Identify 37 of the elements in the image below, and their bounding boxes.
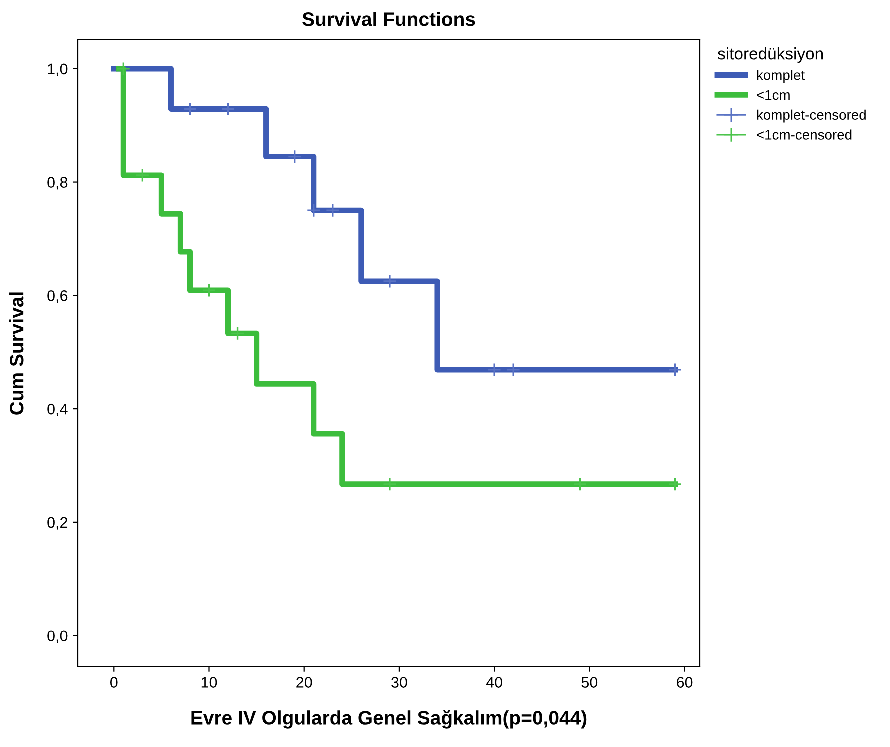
point (382, 477, 397, 492)
x-tick-label: 20 (296, 677, 312, 688)
y-tick-label: 0,6 (48, 290, 68, 304)
point (230, 326, 245, 341)
point (183, 102, 198, 116)
point (382, 274, 397, 289)
point (668, 477, 682, 492)
x-tick-label: 50 (582, 677, 598, 688)
x-tick-label: 40 (486, 677, 502, 688)
point (668, 362, 682, 377)
y-tick-label: 1,0 (48, 64, 68, 76)
legend-label: <1cm (757, 90, 790, 100)
x-axis-title: Evre IV Olgularda Genel Sağkalım(p=0,044) (192, 710, 587, 729)
point (573, 477, 588, 492)
legend-label: <1cm-censored (757, 130, 852, 140)
chart-title: Survival Functions (302, 12, 476, 26)
point (288, 150, 302, 164)
x-tick-label: 60 (677, 677, 693, 688)
legend-title: sitoredüksiyon (718, 48, 824, 64)
point (116, 62, 131, 76)
point (488, 362, 502, 377)
legend-label: komplet (757, 70, 805, 83)
x-tick-label: 30 (392, 677, 408, 688)
point (506, 362, 521, 377)
y-tick-label: 0,2 (48, 517, 68, 530)
y-tick-label: 0,0 (48, 630, 68, 644)
y-axis-title: Cum Survival (9, 292, 24, 415)
y-tick-label: 0,4 (48, 404, 68, 417)
point (306, 204, 321, 218)
point (202, 284, 216, 298)
x-tick-label: 0 (110, 677, 118, 688)
x-tick-label: 10 (202, 677, 218, 688)
y-tick-label: 0,8 (48, 177, 68, 190)
point (326, 204, 340, 218)
point (136, 168, 150, 183)
point (221, 102, 236, 116)
legend-label: komplet-censored (757, 110, 866, 123)
